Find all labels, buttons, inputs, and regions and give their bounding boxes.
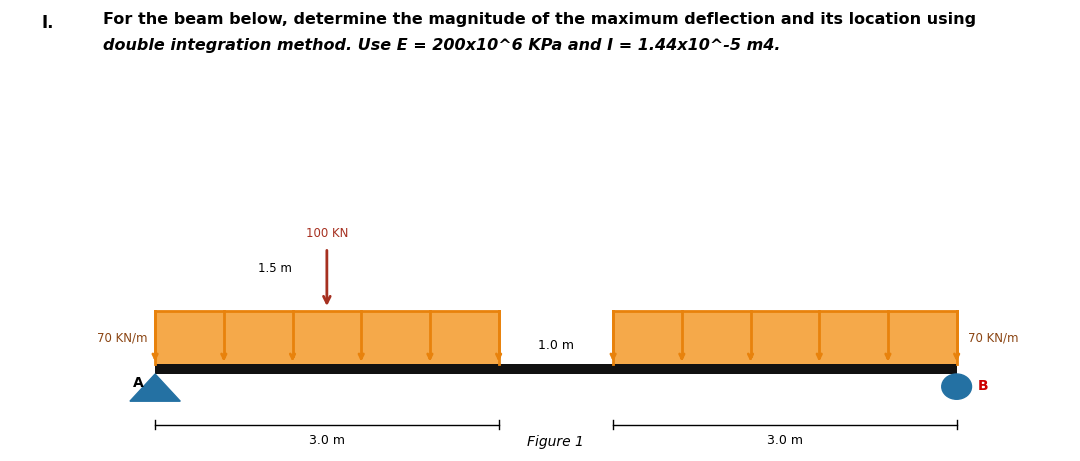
Text: 3.0 m: 3.0 m (767, 434, 802, 447)
Text: 70 KN/m: 70 KN/m (968, 331, 1018, 344)
Text: A: A (133, 376, 144, 390)
Bar (156, 364, 957, 374)
Polygon shape (130, 374, 180, 401)
Text: double integration method. Use E = 200x10^6 KPa and I = 1.44x10^-5 m4.: double integration method. Use E = 200x1… (103, 38, 780, 53)
Text: B: B (977, 379, 988, 393)
Text: 1.0 m: 1.0 m (538, 339, 573, 352)
Text: For the beam below, determine the magnitude of the maximum deflection and its lo: For the beam below, determine the magnit… (103, 12, 975, 27)
Bar (613, 311, 957, 364)
Text: Figure 1: Figure 1 (527, 435, 584, 449)
Text: I.: I. (41, 14, 54, 32)
Text: 100 KN: 100 KN (306, 227, 348, 240)
Text: 1.5 m: 1.5 m (258, 262, 293, 276)
Text: 3.0 m: 3.0 m (309, 434, 345, 447)
Text: 70 KN/m: 70 KN/m (96, 331, 147, 344)
Bar (156, 311, 499, 364)
Circle shape (942, 374, 972, 399)
